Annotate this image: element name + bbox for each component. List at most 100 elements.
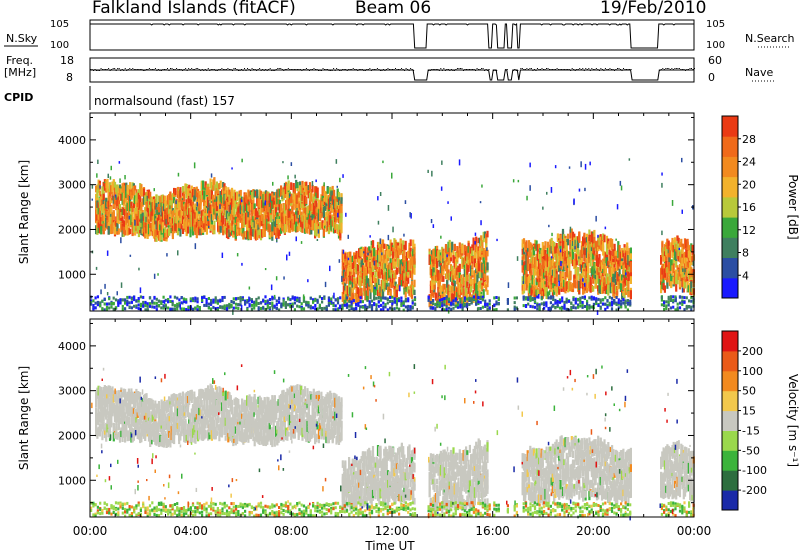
echo-cell (224, 306, 226, 309)
echo-cell (253, 304, 255, 307)
echo-cell (138, 304, 140, 307)
echo-cell (187, 306, 189, 309)
echo-cell (327, 187, 329, 194)
freq-point (605, 68, 606, 69)
freq-point (280, 68, 281, 69)
echo-cell (153, 224, 155, 230)
echo-cell (310, 307, 312, 310)
freq-point (677, 68, 678, 69)
echo-cell (296, 299, 298, 302)
echo-cell (142, 305, 144, 308)
echo-cell (577, 247, 579, 256)
freq-point (617, 68, 618, 69)
echo-cell (183, 298, 185, 301)
echo-cell (486, 262, 488, 270)
echo-cell (301, 302, 303, 305)
echo-cell (235, 297, 237, 300)
freq-point (288, 68, 289, 69)
echo-cell (217, 299, 219, 302)
echo-cell (616, 290, 618, 295)
echo-cell (149, 305, 151, 308)
echo-cell (258, 296, 260, 299)
echo-cell (176, 305, 178, 308)
echo-cell (206, 304, 208, 307)
echo-cell (203, 304, 205, 307)
echo-cell (271, 296, 273, 299)
echo-cell (144, 304, 146, 307)
echo-cell (267, 299, 269, 302)
freq-tick-bottom: 8 (66, 71, 73, 84)
echo-cell (533, 279, 535, 286)
freq-point (306, 68, 307, 69)
echo-cell (466, 275, 468, 281)
echo-cell (305, 301, 307, 304)
nave-trace (90, 70, 694, 80)
echo-cell (340, 206, 342, 214)
echo-cell (233, 297, 235, 300)
echo-cell (106, 308, 108, 311)
echo-cell (133, 296, 135, 299)
echo-cell (126, 296, 128, 299)
freq-point (129, 68, 130, 69)
echo-cell (348, 300, 350, 303)
echo-cell (99, 304, 101, 307)
echo-cell (463, 288, 465, 297)
echo-cell (285, 301, 287, 304)
echo-cell (101, 307, 103, 310)
freq-point (596, 68, 597, 69)
echo-cell (92, 304, 94, 307)
echo-cell (210, 308, 212, 311)
echo-cell (262, 307, 264, 310)
echo-cell (158, 304, 160, 307)
echo-cell (168, 229, 170, 236)
echo-cell (344, 253, 346, 259)
freq-point (406, 68, 407, 69)
echo-cell (317, 188, 319, 199)
echo-cell (459, 264, 461, 272)
echo-cell (337, 299, 339, 302)
echo-cell (283, 304, 285, 307)
echo-cell (267, 304, 269, 307)
power-heatmap (90, 158, 695, 315)
freq-point (674, 68, 675, 69)
echo-cell (192, 297, 194, 300)
echo-cell (219, 300, 221, 303)
echo-cell (129, 229, 131, 235)
echo-cell (185, 301, 187, 304)
echo-cell (305, 197, 307, 204)
freq-point (172, 68, 173, 69)
freq-point (522, 68, 523, 69)
freq-point (113, 68, 114, 69)
freq-point (457, 68, 458, 69)
freq-point (440, 68, 441, 69)
echo-cell (312, 300, 314, 303)
freq-point (588, 68, 589, 69)
echo-cell (383, 244, 385, 249)
freq-point (221, 68, 222, 69)
echo-cell (312, 306, 314, 309)
echo-cell (113, 210, 115, 216)
echo-cell (131, 306, 133, 309)
echo-cell (171, 200, 173, 205)
echo-cell (208, 303, 210, 306)
echo-cell (626, 243, 628, 251)
nave-tick-top: 60 (708, 54, 722, 67)
echo-cell (630, 253, 632, 259)
freq-point (600, 68, 601, 69)
echo-cell (575, 279, 577, 288)
nsky-trace (90, 24, 694, 48)
echo-cell (317, 299, 319, 302)
echo-cell (287, 298, 289, 301)
echo-cell (340, 223, 342, 234)
echo-cell (169, 300, 171, 303)
echo-cell (153, 302, 155, 305)
echo-cell (269, 302, 271, 305)
echo-cell (138, 307, 140, 310)
echo-cell (339, 305, 341, 308)
echo-cell (156, 302, 158, 305)
echo-cell (230, 300, 232, 303)
freq-point (481, 68, 482, 69)
echo-cell (280, 305, 282, 308)
echo-cell (523, 284, 525, 291)
nave-tick-bottom: 0 (708, 71, 715, 84)
